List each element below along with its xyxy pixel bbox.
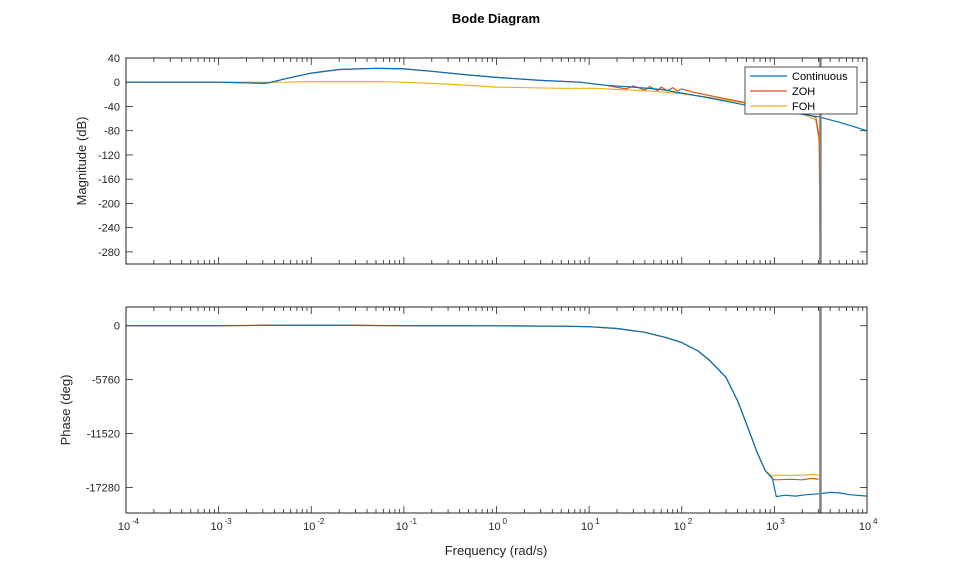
- x-tick-label-exponent: 4: [873, 517, 878, 526]
- phase-ticks: [125, 307, 868, 513]
- x-tick-label-exponent: -1: [410, 517, 418, 526]
- legend-label-foh: FOH: [792, 101, 815, 113]
- x-tick-label: 10 0: [488, 517, 507, 533]
- y-tick-label: -17280: [86, 483, 120, 495]
- magnitude-panel: 40 0 -40 -80 -120 -160 -200 -240 -280 Magnitude …: [74, 53, 868, 265]
- x-tick-label-exponent: 2: [688, 517, 693, 526]
- magnitude-plot-area: [126, 58, 867, 264]
- phase-panel: 0 -5760 -11520 -17280 Phase (deg): [58, 306, 868, 514]
- x-tick-label-base: 10: [674, 521, 686, 533]
- x-tick-label: 10 -3: [211, 517, 233, 533]
- x-tick-label: 10 2: [674, 517, 693, 533]
- x-tick-label: 10 1: [581, 517, 600, 533]
- phase-y-axis-label: Phase (deg): [58, 375, 73, 446]
- x-tick-label: 10 4: [859, 517, 878, 533]
- magnitude-y-axis-label: Magnitude (dB): [74, 117, 89, 206]
- y-tick-label: -120: [98, 150, 120, 162]
- chart-title: Bode Diagram: [452, 11, 540, 26]
- x-tick-label-base: 10: [581, 521, 593, 533]
- x-tick-label-base: 10: [396, 521, 408, 533]
- y-tick-label: -80: [104, 126, 120, 138]
- x-tick-label-exponent: -3: [225, 517, 233, 526]
- phase-y-tick-labels: 0 -5760 -11520 -17280: [86, 321, 120, 495]
- x-axis-label: Frequency (rad/s): [445, 543, 548, 558]
- x-tick-label: 10 3: [766, 517, 785, 533]
- x-tick-label-exponent: 0: [503, 517, 508, 526]
- x-tick-label-exponent: -2: [317, 517, 325, 526]
- x-tick-label-exponent: 1: [595, 517, 600, 526]
- x-tick-label-base: 10: [303, 521, 315, 533]
- phase-axes-box: [125, 306, 868, 514]
- x-tick-label: 10 -2: [303, 517, 325, 533]
- y-tick-label: -5760: [92, 375, 120, 387]
- x-tick-labels: 10 -4 10 -3 10 -2 10 -1 10 0 10 1 10 2 10 3 10 4: [118, 517, 878, 533]
- magnitude-y-tick-labels: 40 0 -40 -80 -120 -160 -200 -240 -280: [98, 53, 120, 259]
- x-tick-label-base: 10: [118, 521, 130, 533]
- y-tick-label: -40: [104, 101, 120, 113]
- y-tick-label: 40: [108, 53, 120, 65]
- magnitude-axes-box: [125, 57, 868, 265]
- x-tick-label-base: 10: [766, 521, 778, 533]
- y-tick-label: -160: [98, 174, 120, 186]
- x-tick-label-exponent: 3: [780, 517, 785, 526]
- x-tick-label: 10 -4: [118, 517, 140, 533]
- phase-series-continuous: [126, 324, 867, 498]
- legend-label-continuous: Continuous: [792, 71, 848, 83]
- phase-lines: [126, 307, 867, 513]
- y-tick-label: -240: [98, 223, 120, 235]
- x-tick-label: 10 -1: [396, 517, 418, 533]
- y-tick-label: 0: [114, 321, 120, 333]
- x-tick-label-base: 10: [488, 521, 500, 533]
- x-tick-label-base: 10: [859, 521, 871, 533]
- legend-label-zoh: ZOH: [792, 86, 815, 98]
- y-tick-label: -280: [98, 247, 120, 259]
- legend: Continuous ZOH FOH: [744, 66, 858, 115]
- y-tick-label: -200: [98, 198, 120, 210]
- x-tick-label-exponent: -4: [132, 517, 140, 526]
- phase-plot-area: [126, 307, 867, 513]
- y-tick-label: -11520: [87, 429, 120, 441]
- y-tick-label: 0: [114, 77, 120, 89]
- x-tick-label-base: 10: [211, 521, 223, 533]
